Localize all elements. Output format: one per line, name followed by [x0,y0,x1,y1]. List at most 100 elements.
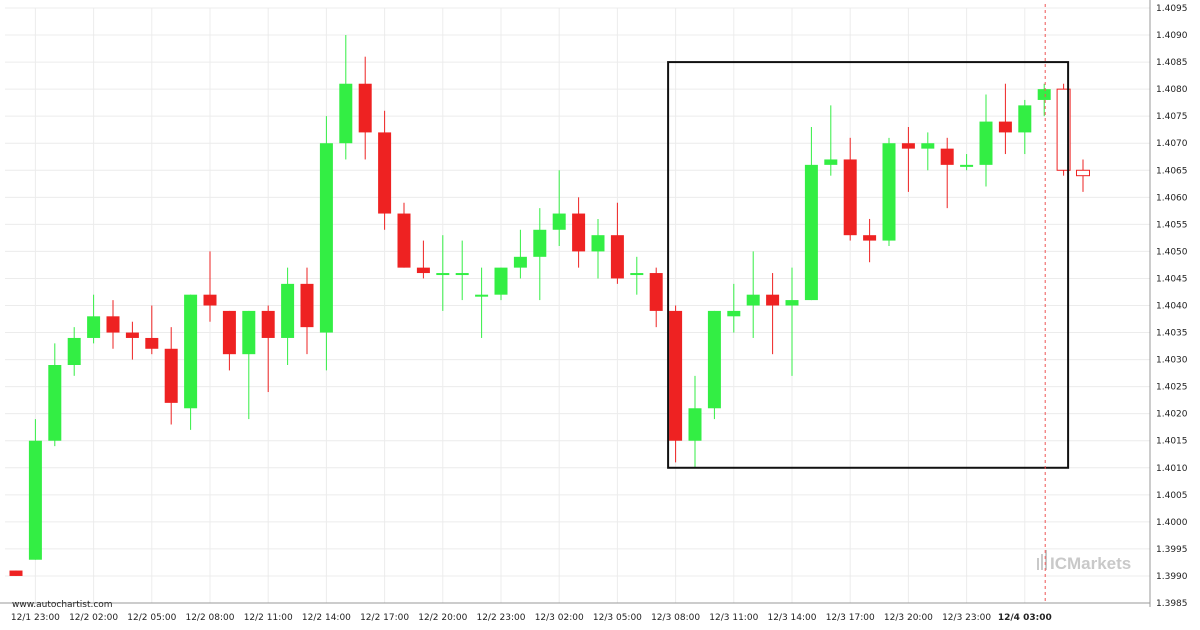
bullish-candle [513,229,527,279]
candle-body [455,273,469,276]
bullish-candle [494,267,508,301]
x-tick-label: 12/1 23:00 [11,613,60,623]
candle-body [1056,88,1071,171]
bullish-candle [630,256,644,295]
y-tick-label: 1.4075 [1156,112,1188,122]
bearish-candle [261,305,275,393]
x-tick-label: 12/2 20:00 [418,613,467,623]
bearish-candle [106,300,120,349]
candle-body [630,273,644,276]
bullish-candle [1037,83,1051,117]
forecast-candles [1056,83,1090,192]
x-tick-label: 12/3 08:00 [651,613,700,623]
candle-body [28,440,42,560]
candle-body [649,273,663,311]
bearish-candle [610,202,624,284]
bullish-candle [1018,99,1032,155]
candle-body [48,365,62,441]
candle-body [1018,105,1032,133]
forecast-candle [1056,83,1071,176]
bearish-candle [203,251,217,322]
watermark: ICMarkets [1037,550,1131,573]
x-tick-label: 12/3 23:00 [942,613,991,623]
bearish-candle [9,570,23,576]
candle-body [785,300,799,306]
candle-body [184,294,198,409]
candle-body [339,83,353,144]
bullish-candle [87,294,101,344]
bullish-candle [319,116,333,371]
candle-body [67,337,81,365]
y-tick-label: 1.4070 [1156,139,1188,149]
pattern-box [667,61,1070,469]
bullish-candle [921,132,935,171]
bullish-candle [960,154,974,171]
candle-body [513,256,527,268]
candle-body [9,570,23,576]
bullish-candle [475,267,489,338]
bullish-candle [746,251,760,338]
y-tick-label: 1.3985 [1156,599,1188,609]
candle-body [436,273,450,276]
candle-body [242,310,256,355]
watermark-bars-icon [1037,550,1047,570]
candle-body [727,310,741,317]
x-tick-label: 12/3 11:00 [709,613,758,623]
bearish-candle [358,56,372,160]
bullish-candle [184,294,198,430]
bullish-candle [882,137,896,246]
bearish-candle [843,137,857,241]
bullish-candle [436,235,450,311]
candle-body [669,310,683,441]
x-tick-label: 12/3 05:00 [593,613,642,623]
candle-body [106,316,120,333]
candle-body [979,121,993,165]
y-tick-label: 1.4090 [1156,31,1188,41]
candle-body [319,143,333,333]
bullish-candle [552,170,566,246]
bearish-candle [378,110,392,230]
bullish-candle [591,218,605,279]
bullish-candle [804,127,818,301]
y-tick-label: 1.4050 [1156,247,1188,257]
candle-body [804,164,818,301]
bullish-candle [339,35,353,160]
candle-body [707,310,721,409]
candle-body [397,213,411,268]
y-tick-label: 1.3995 [1156,545,1188,555]
x-tick-label: 12/2 11:00 [244,613,293,623]
bearish-candle [766,273,780,355]
candle-body [145,337,159,349]
candle-body [281,283,295,338]
x-tick-label: 12/2 02:00 [69,613,118,623]
x-tick-label: 12/3 02:00 [535,613,584,623]
bullish-candle [281,267,295,365]
candle-body [1037,89,1051,100]
bearish-candle [222,310,236,371]
bullish-candle [785,267,799,376]
y-tick-label: 1.3990 [1156,572,1188,582]
y-tick-label: 1.4045 [1156,274,1188,284]
bearish-candle [572,197,586,268]
candle-body [475,294,489,297]
forecast-candle [1076,159,1090,192]
candle-body [87,316,101,338]
bullish-candle [688,375,702,468]
candle-body [416,267,430,274]
y-tick-label: 1.4005 [1156,491,1188,501]
y-tick-label: 1.4065 [1156,166,1188,176]
candle-body [222,310,236,355]
bearish-candle [649,267,663,328]
watermark-label: ICMarkets [1050,554,1131,573]
x-tick-label: 12/3 17:00 [826,613,875,623]
candle-body [960,164,974,167]
bearish-candle [145,305,159,355]
candle-body [203,294,217,306]
candle-body [863,235,877,241]
candle-body [572,213,586,252]
candle-body [901,143,915,149]
candle-body [164,348,178,403]
y-tick-label: 1.4015 [1156,437,1188,447]
bullish-candle [242,310,256,420]
